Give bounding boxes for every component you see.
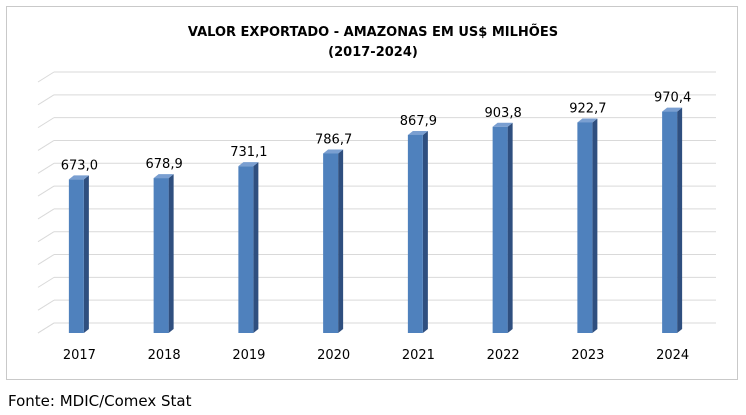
bar [492,126,508,333]
gridline-side [37,140,55,151]
chart-subtitle: (2017-2024) [328,45,418,60]
bar [407,134,423,333]
bar-side [592,118,598,333]
bar [577,122,593,333]
bar [238,166,254,333]
gridline-side [37,71,55,83]
bar-top [662,107,683,112]
gridline-side [37,185,55,197]
x-tick-label: 2024 [656,348,689,363]
chart-frame [6,6,738,380]
source-caption: Fonte: MDIC/Comex Stat [8,392,192,410]
data-label: 970,4 [654,91,691,106]
x-tick-label: 2018 [148,348,181,363]
data-label: 731,1 [230,145,267,160]
x-tick-label: 2023 [571,348,604,363]
gridline-side [37,299,55,311]
data-label: 903,8 [485,106,522,121]
bar-top [407,130,428,135]
bar-top [153,174,174,179]
x-tick-label: 2021 [402,348,435,363]
x-tick-label: 2019 [232,348,265,363]
gridline-side [37,208,55,220]
gridline-side [37,276,55,288]
gridline-side [37,94,55,106]
bar [323,153,339,333]
x-tick-label: 2022 [487,348,520,363]
bar-top [68,175,89,180]
bar [68,179,84,333]
data-label: 867,9 [400,114,437,129]
data-label: 678,9 [146,157,183,172]
data-label: 673,0 [61,158,98,173]
x-tick-label: 2017 [63,348,96,363]
bar-side [422,130,428,333]
data-label: 786,7 [315,132,352,147]
gridline-side [37,231,55,243]
gridline-side [37,162,55,174]
bar-top [238,162,259,167]
bar-side [253,162,259,333]
bar-side [677,107,683,334]
gridline-side [37,254,55,265]
bar-side [83,175,89,333]
x-tick-label: 2020 [317,348,350,363]
bar-side [338,149,344,333]
bar-top [323,149,344,154]
bar-top [577,118,598,123]
bar [153,178,169,333]
gridline-side [37,117,55,129]
floor-edge [37,322,55,334]
chart-title: VALOR EXPORTADO - AMAZONAS EM US$ MILHÕE… [187,25,559,40]
bar [662,111,678,334]
bar-top [492,122,513,127]
data-label: 922,7 [569,101,606,116]
bar-side [507,122,513,333]
bar-side [168,174,174,333]
